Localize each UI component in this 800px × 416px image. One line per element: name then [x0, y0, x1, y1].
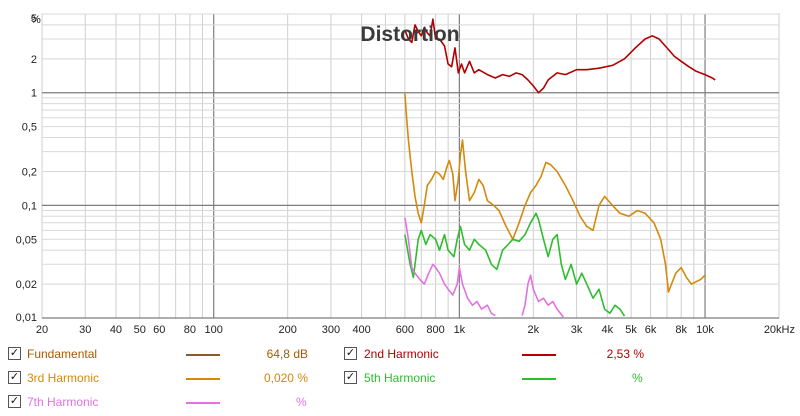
x-tick-label: 2k [528, 324, 540, 336]
legend-label-2nd-harmonic: 2nd Harmonic [364, 347, 439, 361]
legend-label-7th-harmonic: 7th Harmonic [27, 395, 98, 409]
legend-swatch-2nd-harmonic [522, 354, 556, 356]
x-tick-label: 20 [36, 324, 48, 336]
y-tick-label: 1 [31, 88, 37, 100]
legend-unit-7th-harmonic: % [296, 395, 307, 409]
y-tick-label: 0,01 [16, 312, 37, 324]
distortion-chart: 20 30 40 50 60 80 100 200 300 400 600 800 1k 2k 3k 4k 5k… [0, 0, 800, 340]
x-tick-label: 3k [571, 324, 583, 336]
x-tick-label: 8k [675, 324, 687, 336]
legend-row-5th-harmonic: ✓ 5th Harmonic % [0, 370, 800, 390]
x-tick-label: 100 [205, 324, 223, 336]
legend-unit-5th-harmonic: % [632, 371, 643, 385]
x-tick-label: 10k [696, 324, 714, 336]
legend-row-2nd-harmonic: ✓ 2nd Harmonic 2,53 % [0, 346, 800, 366]
x-tick-label: 60 [153, 324, 165, 336]
x-tick-label: 20kHz [764, 324, 795, 336]
x-tick-label: 400 [352, 324, 370, 336]
x-tick-label: 80 [184, 324, 196, 336]
legend-swatch-7th-harmonic [186, 402, 220, 404]
checkbox-5th-harmonic[interactable]: ✓ [344, 371, 357, 384]
y-tick-label: 0,1 [22, 200, 37, 212]
legend: ✓ Fundamental 64,8 dB ✓ 2nd Harmonic 2,5… [0, 340, 800, 416]
legend-value-2nd-harmonic: 2,53 % [576, 347, 644, 361]
x-tick-label: 50 [134, 324, 146, 336]
x-tick-label: 200 [278, 324, 296, 336]
checkbox-2nd-harmonic[interactable]: ✓ [344, 347, 357, 360]
x-tick-label: 1k [454, 324, 466, 336]
x-tick-label: 4k [601, 324, 613, 336]
y-tick-label: 0,5 [22, 122, 37, 134]
checkbox-7th-harmonic[interactable]: ✓ [8, 395, 21, 408]
y-unit-label: % [31, 14, 41, 26]
legend-label-5th-harmonic: 5th Harmonic [364, 371, 435, 385]
x-tick-label: 30 [79, 324, 91, 336]
legend-swatch-5th-harmonic [522, 378, 556, 380]
y-tick-label: 0,05 [16, 234, 37, 246]
x-tick-label: 6k [645, 324, 657, 336]
x-tick-label: 5k [625, 324, 637, 336]
x-tick-label: 800 [426, 324, 444, 336]
y-tick-label: 0,2 [22, 166, 37, 178]
legend-row-7th-harmonic: ✓ 7th Harmonic % [0, 394, 800, 414]
chart-title: Distortion [360, 23, 459, 46]
y-tick-label: 0,02 [16, 279, 37, 291]
x-tick-label: 600 [396, 324, 414, 336]
y-tick-label: 2 [31, 54, 37, 66]
x-tick-label: 300 [322, 324, 340, 336]
x-tick-label: 40 [110, 324, 122, 336]
